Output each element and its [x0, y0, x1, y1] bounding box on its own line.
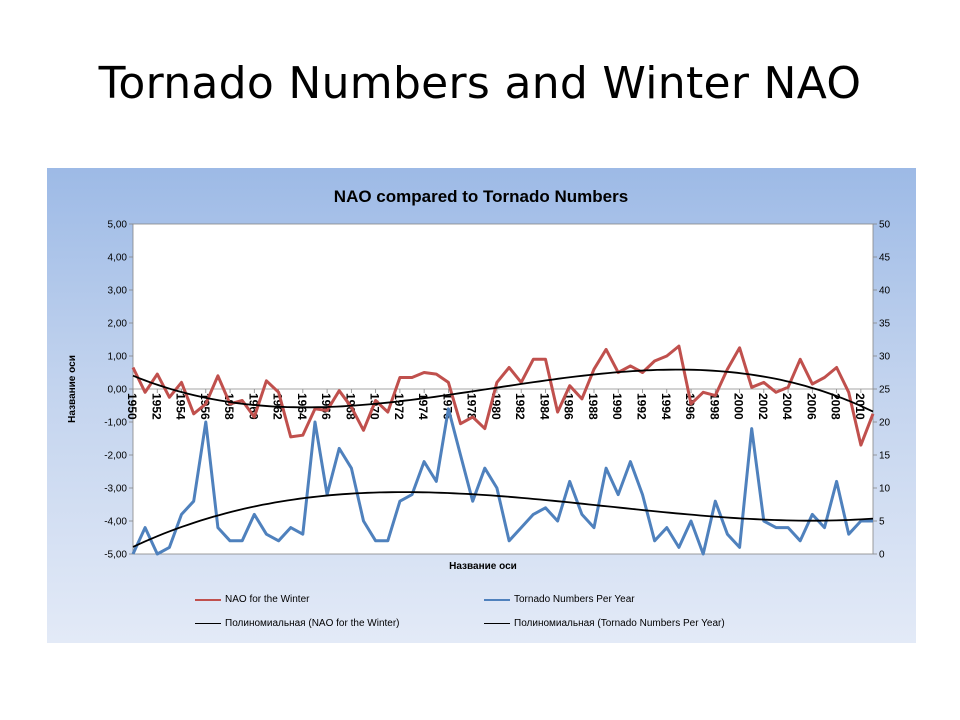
series-line-0	[131, 344, 875, 447]
x-tick-label: 1998	[707, 393, 721, 420]
y-left-tick-label: 3,00	[108, 286, 128, 297]
y-left-tick-label: -3,00	[104, 484, 127, 495]
chart-title: NAO compared to Tornado Numbers	[334, 187, 628, 206]
y-right-tick-label: 30	[879, 352, 891, 363]
y-right-tick-label: 45	[879, 253, 891, 264]
x-tick-label: 1982	[513, 393, 527, 420]
legend-swatch-tornado-trend	[484, 623, 510, 624]
y-left-tick-label: -5,00	[104, 550, 127, 561]
x-tick-label: 2000	[732, 393, 746, 420]
legend-label-nao-trend: Полиномиальная (NAO for the Winter)	[225, 618, 400, 629]
y-right-tick-label: 20	[879, 418, 891, 429]
x-tick-label: 1974	[416, 393, 430, 420]
y-right-tick-label: 40	[879, 286, 891, 297]
legend-item-nao: NAO for the Winter	[195, 594, 309, 605]
y-right-tick-label: 10	[879, 484, 891, 495]
legend-swatch-tornado	[484, 598, 510, 601]
legend-item-tornado-trend: Полиномиальная (Tornado Numbers Per Year…	[484, 618, 725, 629]
x-axis-title: Название оси	[449, 561, 517, 572]
y-left-tick-label: 0,00	[108, 385, 128, 396]
y-right-tick-label: 5	[879, 517, 885, 528]
nao-tornado-chart: NAO compared to Tornado Numbers -5,00 -4,0…	[67, 187, 891, 572]
y-right-tick-label: 35	[879, 319, 891, 330]
legend-label-tornado-trend: Полиномиальная (Tornado Numbers Per Year…	[514, 618, 725, 629]
x-tick-label: 1984	[537, 393, 551, 420]
y-left-tick-label: 2,00	[108, 319, 128, 330]
x-tick-label: 1978	[465, 393, 479, 420]
y-left-tick-label: -4,00	[104, 517, 127, 528]
trend-line-2	[132, 368, 874, 413]
legend-swatch-nao	[195, 598, 221, 601]
y-left-tick-label: 1,00	[108, 352, 128, 363]
x-tick-label: 1992	[635, 393, 649, 420]
legend-item-nao-trend: Полиномиальная (NAO for the Winter)	[195, 618, 400, 629]
x-tick-label: 1986	[562, 393, 576, 420]
legend-item-tornado: Tornado Numbers Per Year	[484, 594, 635, 605]
y-left-tick-label: -2,00	[104, 451, 127, 462]
x-tick-label: 1952	[149, 393, 163, 420]
x-tick-label: 1958	[222, 393, 236, 420]
y-left-tick-label: 4,00	[108, 253, 128, 264]
x-tick-label: 1988	[586, 393, 600, 420]
x-tick-label: 2004	[780, 393, 794, 420]
series-line-1	[131, 407, 873, 556]
slide-title: Tornado Numbers and Winter NAO	[98, 58, 862, 109]
y-axis-title: Название оси	[67, 355, 78, 423]
x-tick-label: 1954	[174, 393, 188, 420]
legend-swatch-nao-trend	[195, 623, 221, 624]
x-tick-label: 2008	[829, 393, 843, 420]
legend-label-tornado: Tornado Numbers Per Year	[514, 594, 635, 605]
y-right-tick-label: 50	[879, 220, 891, 231]
trend-line-3	[132, 491, 874, 548]
y-right-tick-label: 15	[879, 451, 891, 462]
x-tick-label: 2002	[756, 393, 770, 420]
x-tick-label: 1950	[125, 393, 139, 420]
x-tick-label: 1994	[659, 393, 673, 420]
y-left-tick-label: 5,00	[108, 220, 128, 231]
y-right-tick-label: 0	[879, 550, 885, 561]
legend-label-nao: NAO for the Winter	[225, 594, 310, 605]
y-right-tick-label: 25	[879, 385, 891, 396]
y-left-tick-label: -1,00	[104, 418, 127, 429]
x-tick-label: 2006	[804, 393, 818, 420]
x-tick-label: 1972	[392, 393, 406, 420]
x-tick-label: 1990	[610, 393, 624, 420]
chart-frame: NAO compared to Tornado Numbers -5,00 -4,0…	[47, 168, 916, 643]
